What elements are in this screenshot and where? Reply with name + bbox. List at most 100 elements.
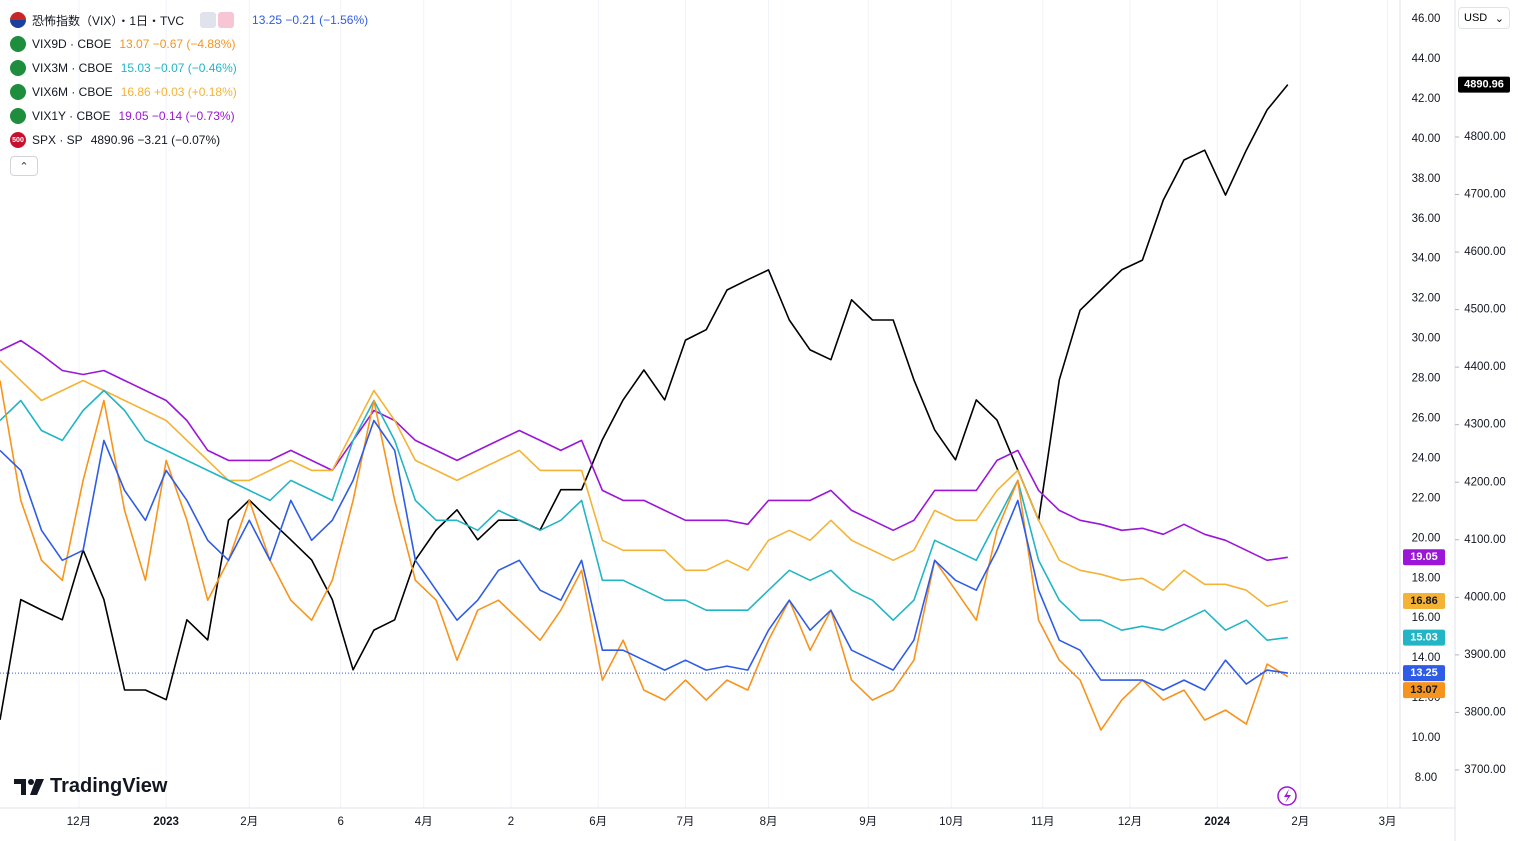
y2-tick-label: 4000.00 [1464,591,1506,603]
y-tick-label: 46.00 [1412,13,1441,25]
legend-name: VIX3M · CBOE [32,61,113,75]
legend-row: 恐怖指数（VIX）・1日・TVC 13.25 −0.21 (−1.56%) [10,8,368,32]
y-tick-label: 26.00 [1412,413,1441,425]
y2-tick-label: 4100.00 [1464,534,1506,546]
x-tick-label: 2 [508,816,514,828]
legend-name: SPX · SP [32,133,83,147]
legend-name: VIX9D · CBOE [32,37,112,51]
y2-tick-label: 4200.00 [1464,476,1506,488]
legend-name: 恐怖指数（VIX）・1日・TVC [32,13,185,28]
y2-tick-label: 4400.00 [1464,361,1506,373]
y-tick-label: 40.00 [1412,133,1441,145]
logo: TradingView [14,775,167,798]
x-tick-label: 2月 [1291,816,1309,828]
y2-tick-label: 4800.00 [1464,131,1506,143]
replay-icon[interactable] [1277,786,1297,806]
x-tick-label: 9月 [859,816,877,828]
series-line [0,339,1288,562]
legend-row: VIX3M · CBOE 15.03 −0.07 (−0.46%) [10,56,368,80]
logo-text: TradingView [50,775,168,797]
currency-button[interactable]: USD ⌄ [1458,7,1510,29]
legend-icon [10,108,26,124]
legend-row: 500 SPX · SP 4890.96 −3.21 (−0.07%) [10,128,368,152]
series-line [0,360,1288,607]
logo-shape [30,778,44,795]
price-tag [1403,682,1445,699]
y2-tick-label: 4300.00 [1464,419,1506,431]
y-tick-label: 30.00 [1412,333,1441,345]
price-tag [1403,665,1445,682]
plot [0,84,1400,731]
legend-button[interactable] [218,12,235,28]
price-tag-label: 4890.96 [1464,79,1504,91]
x-tick-label: 10月 [939,816,963,828]
legend-icon: 500 [10,132,26,148]
legend-button[interactable] [200,12,217,28]
y-tick-label: 42.00 [1412,93,1441,105]
logo-shape [28,778,34,785]
x-tick-label: 2月 [240,816,258,828]
y2-tick-label: 4500.00 [1464,304,1506,316]
y2-tick-label: 4700.00 [1464,189,1506,201]
x-tick-label: 2023 [153,816,179,828]
y-tick-label: 22.00 [1412,492,1441,504]
currency-label: USD [1464,12,1488,24]
legend: 恐怖指数（VIX）・1日・TVC 13.25 −0.21 (−1.56%) VIX9… [10,8,368,176]
legend-icon [10,12,26,28]
price-tag-label: 13.25 [1410,667,1438,679]
legend-icon [10,36,26,52]
y-tick-label: 28.00 [1412,373,1441,385]
legend-row: VIX1Y · CBOE 19.05 −0.14 (−0.73%) [10,104,368,128]
legend-name: VIX1Y · CBOE [32,109,111,123]
legend-value: 13.07 −0.67 (−4.88%) [119,37,236,51]
replay-icon [1284,789,1291,803]
axes: 8.0010.0012.0014.0016.0018.0020.0022.002… [67,13,1506,828]
x-tick-label: 4月 [415,816,433,828]
legend-row: VIX6M · CBOE 16.86 +0.03 (+0.18%) [10,80,368,104]
price-tag [1403,549,1445,566]
y-tick-label: 24.00 [1412,452,1441,464]
y-tick-label: 36.00 [1412,213,1441,225]
legend-row: VIX9D · CBOE 13.07 −0.67 (−4.88%) [10,32,368,56]
x-tick-label: 2024 [1204,816,1230,828]
series-line [0,380,1289,731]
price-tags: 19.05 16.86 15.03 13.25 13.07 4890.96 [1403,76,1510,699]
y-tick-label: 18.00 [1412,572,1441,584]
price-tag-label: 13.07 [1410,684,1438,696]
x-tick-label: 11月 [1031,816,1054,828]
y-tick-label: 8.00 [1415,772,1437,784]
y-tick-label: 44.00 [1412,53,1441,65]
series-line [0,419,1288,691]
y-tick-label: 10.00 [1412,732,1441,744]
x-tick-label: 12月 [1118,816,1142,828]
series-line [0,389,1288,641]
price-tag-label: 16.86 [1410,595,1438,607]
y2-tick-label: 4600.00 [1464,246,1506,258]
logo-icon [14,778,44,795]
x-tick-label: 3月 [1379,816,1397,828]
y2-tick-label: 3800.00 [1464,706,1506,718]
price-tag [1403,593,1445,610]
y2-tick-label: 3700.00 [1464,764,1506,776]
x-tick-label: 12月 [67,816,91,828]
x-tick-label: 6 [337,816,343,828]
legend-name: VIX6M · CBOE [32,85,113,99]
y-tick-label: 20.00 [1412,532,1441,544]
legend-value: 16.86 +0.03 (+0.18%) [120,85,237,99]
y-tick-label: 16.00 [1412,612,1441,624]
logo-shape [14,778,26,795]
x-tick-label: 7月 [677,816,695,828]
legend-value: 15.03 −0.07 (−0.46%) [120,61,237,75]
collapse-button[interactable]: ⌃ [10,156,38,176]
price-tag-label: 15.03 [1410,631,1438,643]
legend-buttons [200,12,236,28]
series-line [0,84,1289,721]
legend-value: 19.05 −0.14 (−0.73%) [118,109,235,123]
legend-icon [10,84,26,100]
y-tick-label: 14.00 [1412,652,1441,664]
y-tick-label: 32.00 [1412,293,1441,305]
price-tag-label: 19.05 [1410,551,1438,563]
